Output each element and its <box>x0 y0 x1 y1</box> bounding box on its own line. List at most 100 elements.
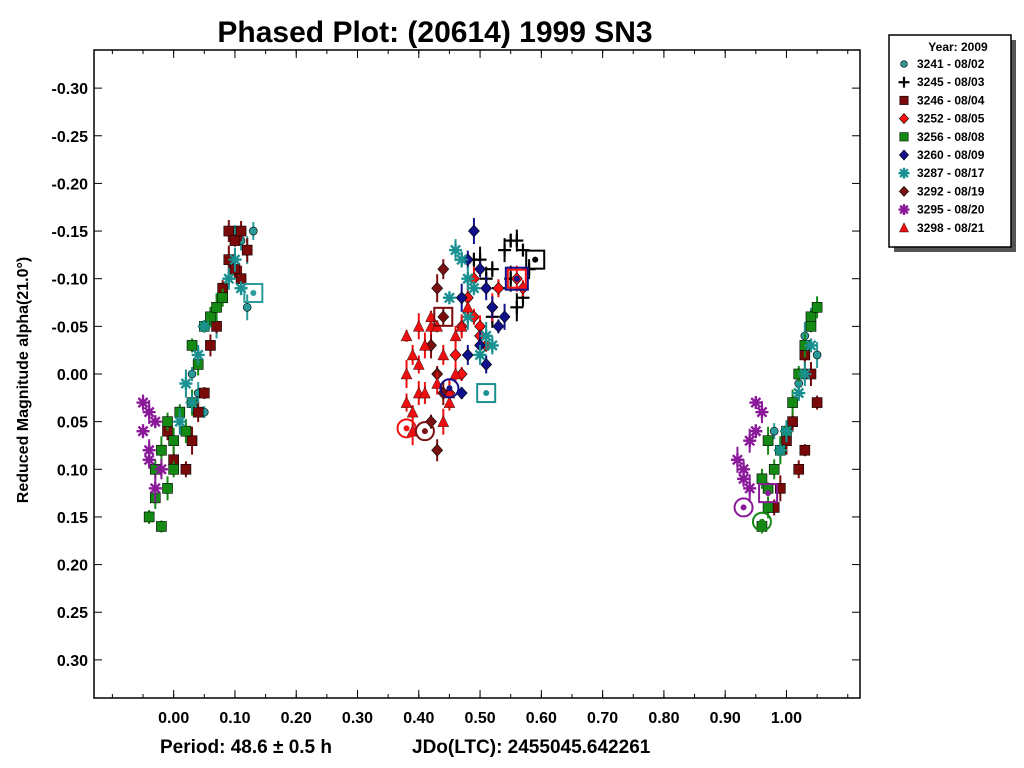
data-point <box>749 396 763 410</box>
y-tick-label: -0.10 <box>52 272 89 289</box>
data-point <box>211 321 222 332</box>
data-point <box>743 481 757 495</box>
data-point <box>406 348 419 361</box>
data-point <box>419 338 431 351</box>
legend-marker <box>898 204 910 216</box>
data-point <box>180 425 192 437</box>
data-point <box>412 319 425 332</box>
data-point <box>449 348 462 362</box>
data-point <box>461 272 475 286</box>
highlight-markers <box>243 249 779 532</box>
data-point <box>400 396 413 408</box>
data-point <box>793 463 805 475</box>
chart-title: Phased Plot: (20614) 1999 SN3 <box>217 16 652 49</box>
x-tick-label: 0.20 <box>281 710 312 727</box>
legend-entry-label: 3295 - 08/20 <box>917 203 985 217</box>
y-tick-label: -0.20 <box>52 176 89 193</box>
data-point <box>205 340 216 351</box>
data-point <box>191 348 205 362</box>
data-point <box>730 453 744 467</box>
data-point <box>768 463 780 475</box>
data-point <box>431 281 444 295</box>
data-point <box>485 338 499 352</box>
legend-marker <box>898 185 910 197</box>
legend-marker <box>899 222 909 233</box>
legend-title: Year: 2009 <box>928 40 988 54</box>
data-point <box>510 234 524 248</box>
data-point <box>179 377 193 391</box>
data-point <box>205 311 216 323</box>
data-point <box>467 281 481 295</box>
data-point <box>180 463 192 475</box>
data-point <box>431 443 444 457</box>
data-point <box>805 311 817 323</box>
data-point <box>185 396 199 410</box>
data-points <box>136 218 823 534</box>
x-tick-label: 0.70 <box>587 710 618 727</box>
legend-entry-label: 3256 - 08/08 <box>917 130 985 144</box>
highlight-marker <box>243 283 264 303</box>
data-point <box>437 262 450 276</box>
y-tick-label: 0.00 <box>57 367 88 384</box>
data-point <box>479 329 493 343</box>
data-point <box>455 291 468 305</box>
data-point <box>162 483 173 494</box>
data-point <box>805 321 817 332</box>
data-point <box>449 329 462 342</box>
legend-marker <box>899 95 909 105</box>
highlight-marker <box>733 497 754 518</box>
data-point <box>492 319 505 333</box>
data-point <box>400 329 413 342</box>
data-point <box>762 435 774 447</box>
data-point <box>228 253 242 267</box>
highlight-marker <box>476 383 497 404</box>
highlight-marker <box>525 249 546 270</box>
y-tick-label: 0.30 <box>57 653 88 670</box>
data-point <box>142 453 156 467</box>
legend-marker <box>898 149 910 161</box>
data-point <box>162 416 173 427</box>
data-point <box>449 243 463 257</box>
y-tick-label: 0.15 <box>57 510 88 527</box>
data-point <box>143 511 155 523</box>
data-point <box>510 300 524 314</box>
data-point <box>749 424 763 438</box>
highlight-marker <box>439 378 460 399</box>
data-point <box>737 462 751 476</box>
footer-jd: JDo(LTC): 2455045.642261 <box>412 737 651 758</box>
legend-marker <box>900 60 908 68</box>
x-axis: 0.00 0.10 0.20 0.30 0.40 0.50 0.60 0.70 0.80 0.90… <box>111 50 849 727</box>
data-point <box>241 244 253 256</box>
data-point <box>769 426 779 436</box>
data-point <box>186 340 198 351</box>
data-point <box>229 235 241 246</box>
data-point <box>223 225 235 237</box>
data-point <box>756 473 768 485</box>
data-point <box>498 310 511 324</box>
data-point <box>775 483 786 494</box>
data-point <box>235 225 247 237</box>
data-point <box>168 435 179 447</box>
data-point <box>804 338 818 352</box>
data-point <box>474 262 486 276</box>
data-point <box>406 405 419 418</box>
data-point <box>173 415 187 429</box>
data-point <box>211 301 222 313</box>
data-point <box>461 348 474 362</box>
data-point <box>242 302 252 312</box>
legend-entry-label: 3246 - 08/04 <box>917 93 985 107</box>
data-point <box>486 300 499 314</box>
data-point <box>787 416 798 427</box>
data-point <box>168 463 179 475</box>
y-tick-label: -0.05 <box>52 319 89 336</box>
y-tick-label: 0.25 <box>57 605 88 622</box>
data-point <box>779 424 793 438</box>
data-point <box>787 397 798 408</box>
data-point <box>811 301 823 313</box>
data-point <box>811 397 823 408</box>
data-point <box>222 272 236 286</box>
data-point <box>773 443 787 457</box>
x-tick-label: 0.30 <box>342 710 373 727</box>
data-point <box>812 350 822 360</box>
x-tick-label: 0.00 <box>158 710 189 727</box>
